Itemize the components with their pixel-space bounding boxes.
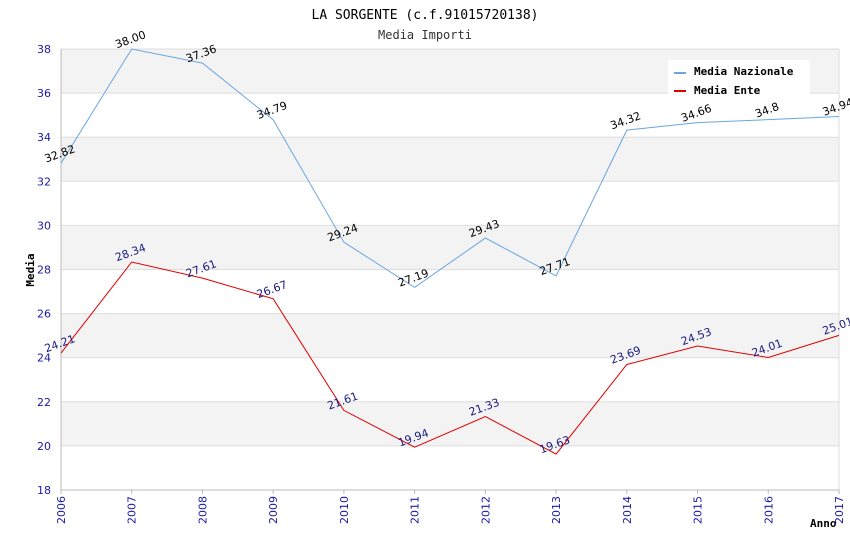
x-tick-label: 2007 bbox=[126, 496, 139, 524]
y-tick-label: 28 bbox=[37, 264, 51, 277]
y-tick-label: 22 bbox=[37, 396, 51, 409]
x-tick-label: 2010 bbox=[338, 496, 351, 524]
data-label: 26.67 bbox=[255, 278, 289, 301]
series-lines bbox=[60, 48, 840, 455]
legend-label-media-ente: Media Ente bbox=[694, 84, 761, 97]
y-tick-label: 34 bbox=[37, 131, 51, 144]
y-tick-label: 30 bbox=[37, 219, 51, 232]
series-line-media-ente bbox=[60, 261, 840, 455]
y-axis-label: Media bbox=[24, 253, 37, 286]
grid-bands bbox=[61, 49, 839, 446]
grid-band bbox=[61, 313, 839, 358]
y-tick-label: 18 bbox=[37, 484, 51, 497]
chart-subtitle: Media Importi bbox=[378, 28, 472, 42]
data-label: 34.94 bbox=[821, 96, 850, 119]
series-line-media-nazionale bbox=[60, 48, 840, 289]
y-tick-label: 36 bbox=[37, 87, 51, 100]
legend-label-media-nazionale: Media Nazionale bbox=[694, 65, 794, 78]
x-tick-label: 2009 bbox=[267, 496, 280, 524]
y-tick-label: 26 bbox=[37, 308, 51, 321]
y-tick-labels: 18 20 22 24 26 28 30 32 34 36 38 bbox=[37, 43, 51, 497]
legend: Media Nazionale Media Ente bbox=[668, 60, 810, 98]
x-tick-label: 2012 bbox=[479, 496, 492, 524]
y-tick-label: 20 bbox=[37, 440, 51, 453]
x-tick-label: 2006 bbox=[55, 496, 68, 524]
x-tick-label: 2016 bbox=[762, 496, 775, 524]
x-tick-labels: 2006 2007 2008 2009 2010 2011 2012 2013 2014 2015… bbox=[55, 490, 846, 524]
chart-title: LA SORGENTE (c.f.91015720138) bbox=[312, 8, 539, 23]
y-tick-label: 24 bbox=[37, 352, 51, 365]
x-tick-label: 2015 bbox=[692, 496, 705, 524]
x-tick-label: 2011 bbox=[409, 496, 422, 524]
legend-box bbox=[668, 60, 810, 98]
grid-band bbox=[61, 137, 839, 182]
y-tick-label: 32 bbox=[37, 175, 51, 188]
x-tick-label: 2013 bbox=[550, 496, 563, 524]
x-tick-label: 2008 bbox=[196, 496, 209, 524]
x-tick-label: 2017 bbox=[833, 496, 846, 524]
data-label: 34.8 bbox=[753, 100, 780, 121]
grid-lines bbox=[61, 48, 840, 491]
data-label: 38.00 bbox=[114, 28, 148, 51]
data-label: 34.66 bbox=[679, 102, 713, 125]
y-tick-label: 38 bbox=[37, 43, 51, 56]
grid-band bbox=[61, 401, 839, 446]
x-tick-label: 2014 bbox=[621, 496, 634, 524]
x-axis-label: Anno bbox=[810, 517, 837, 530]
